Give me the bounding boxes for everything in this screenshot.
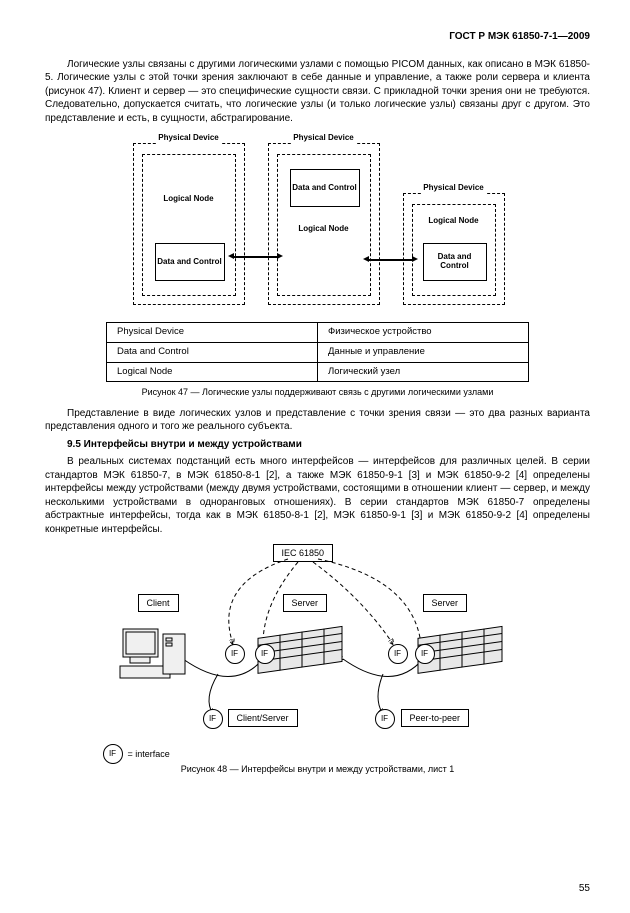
paragraph-3: В реальных системах подстанций есть мног…: [45, 455, 590, 536]
figure-48-caption: Рисунок 48 — Интерфейсы внутри и между у…: [45, 763, 590, 775]
paragraph-2: Представление в виде логических узлов и …: [45, 407, 590, 434]
ln-box-1: Logical Node Data and Control: [142, 154, 236, 296]
pd-box-1: Physical Device Logical Node Data and Co…: [133, 143, 245, 305]
if-circle-6: IF: [375, 709, 395, 729]
figure-48: IEC 61850 Client Server Server: [103, 544, 533, 759]
if-legend-circle: IF: [103, 744, 123, 764]
ln-box-3: Logical Node Data and Control: [412, 204, 496, 296]
pd-title-2: Physical Device: [291, 133, 355, 144]
dc-box-1: Data and Control: [155, 243, 225, 281]
ln-box-2: Data and Control Logical Node: [277, 154, 371, 296]
dc-box-3: Data and Control: [423, 243, 487, 281]
figure-47-caption: Рисунок 47 — Логические узлы поддерживаю…: [45, 386, 590, 398]
pd-box-2: Physical Device Data and Control Logical…: [268, 143, 380, 305]
connector-2-3: [368, 259, 413, 261]
legend-row-1: Data and Control Данные и управление: [107, 342, 529, 362]
connector-1-2: [233, 256, 278, 258]
if-circle-1: IF: [225, 644, 245, 664]
legend-cell: Data and Control: [107, 342, 318, 362]
paragraph-1: Логические узлы связаны с другими логиче…: [45, 58, 590, 126]
if-circle-4: IF: [415, 644, 435, 664]
if-circle-5: IF: [203, 709, 223, 729]
if-legend: IF = interface: [103, 744, 170, 764]
legend-cell: Физическое устройство: [318, 323, 529, 343]
legend-cell: Logical Node: [107, 362, 318, 382]
legend-cell: Physical Device: [107, 323, 318, 343]
document-header: ГОСТ Р МЭК 61850-7-1—2009: [45, 30, 590, 44]
if-circle-2: IF: [255, 644, 275, 664]
page-number: 55: [579, 882, 590, 896]
client-pc-icon: [118, 624, 188, 684]
pd-title-3: Physical Device: [421, 183, 485, 194]
figure-47-legend-table: Physical Device Физическое устройство Da…: [106, 322, 529, 382]
ln-label-1: Logical Node: [143, 185, 235, 213]
if-legend-text: = interface: [128, 748, 170, 760]
ln-label-3: Logical Node: [413, 209, 495, 233]
pd-box-3: Physical Device Logical Node Data and Co…: [403, 193, 505, 305]
legend-row-2: Logical Node Логический узел: [107, 362, 529, 382]
figure-47: Physical Device Logical Node Data and Co…: [133, 131, 503, 316]
legend-cell: Данные и управление: [318, 342, 529, 362]
heading-9-5: 9.5 Интерфейсы внутри и между устройства…: [45, 438, 590, 452]
legend-cell: Логический узел: [318, 362, 529, 382]
page: ГОСТ Р МЭК 61850-7-1—2009 Логические узл…: [0, 0, 630, 913]
pd-title-1: Physical Device: [156, 133, 220, 144]
ln-label-2: Logical Node: [278, 215, 370, 243]
peer-label: Peer-to-peer: [401, 709, 470, 727]
if-circle-3: IF: [388, 644, 408, 664]
dc-box-2: Data and Control: [290, 169, 360, 207]
client-server-label: Client/Server: [228, 709, 298, 727]
legend-row-0: Physical Device Физическое устройство: [107, 323, 529, 343]
